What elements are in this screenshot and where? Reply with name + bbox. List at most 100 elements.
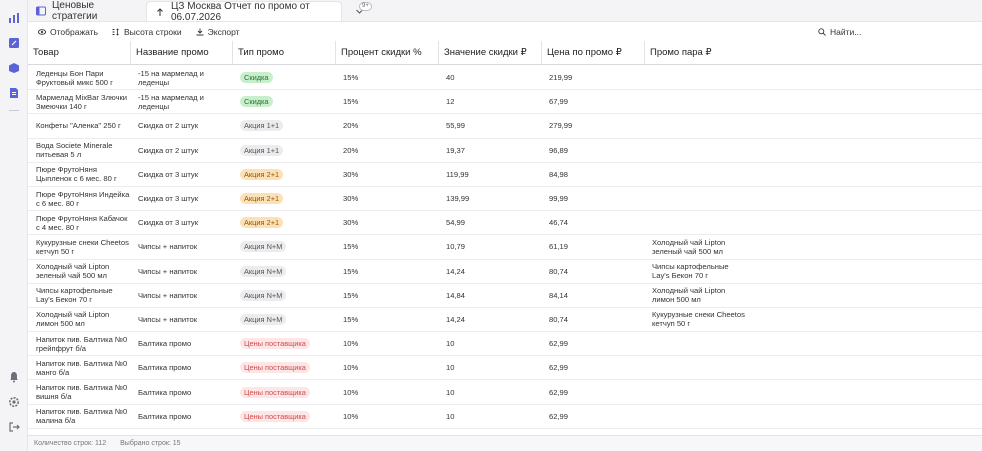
cell-product[interactable]: Холодный чай Lipton лимон 500 мл	[28, 310, 130, 328]
cell-product[interactable]: Чипсы картофельные Lay's Бекон 70 г	[28, 286, 130, 304]
tab-price-strategies[interactable]: Ценовые стратегии	[28, 0, 146, 22]
table-row[interactable]: Вода Societe Minerale питьевая 5 л Скидка…	[28, 139, 982, 163]
cell-discount-percent[interactable]: 15%	[335, 97, 438, 106]
cell-promo-type[interactable]: Цены поставщика	[232, 338, 335, 350]
cell-promo-price[interactable]: 80,74	[541, 267, 644, 276]
table-row[interactable]: Напиток пив. Балтика №0 малина б/а Балтик…	[28, 405, 982, 429]
box-icon[interactable]	[6, 60, 22, 76]
cell-discount-percent[interactable]: 15%	[335, 267, 438, 276]
cell-promo-price[interactable]: 99,99	[541, 194, 644, 203]
cell-discount-value[interactable]: 10,79	[438, 242, 541, 251]
cell-product[interactable]: Вода Societe Minerale питьевая 5 л	[28, 141, 130, 159]
cell-promo-price[interactable]: 219,99	[541, 73, 644, 82]
edit-icon[interactable]	[6, 35, 22, 51]
cell-discount-percent[interactable]: 10%	[335, 363, 438, 372]
cell-promo-pair[interactable]: Холодный чай Lipton зеленый чай 500 мл	[644, 238, 747, 256]
settings-icon[interactable]	[6, 394, 22, 410]
cell-product[interactable]: Холодный чай Lipton зеленый чай 500 мл	[28, 262, 130, 280]
cell-discount-percent[interactable]: 20%	[335, 121, 438, 130]
cell-discount-percent[interactable]: 10%	[335, 412, 438, 421]
cell-product[interactable]: Леденцы Бон Пари Фруктовый микс 500 г	[28, 69, 130, 87]
cell-promo-name[interactable]: Балтика промо	[130, 412, 232, 421]
cell-promo-pair[interactable]: Чипсы картофельные Lay's Бекон 70 г	[644, 262, 747, 280]
cell-promo-name[interactable]: Балтика промо	[130, 363, 232, 372]
cell-promo-name[interactable]: Балтика промо	[130, 388, 232, 397]
cell-product[interactable]: Напиток пив. Балтика №0 манго б/а	[28, 359, 130, 377]
cell-promo-type[interactable]: Акция 2+1	[232, 217, 335, 229]
row-height-button[interactable]: Высота строки	[112, 27, 182, 37]
table-row[interactable]: Леденцы Бон Пари Фруктовый микс 500 г -15…	[28, 66, 982, 91]
cell-discount-value[interactable]: 14,24	[438, 315, 541, 324]
cell-discount-value[interactable]: 10	[438, 363, 541, 372]
cell-promo-type[interactable]: Цены поставщика	[232, 362, 335, 374]
cell-promo-price[interactable]: 62,99	[541, 363, 644, 372]
cell-discount-value[interactable]: 54,99	[438, 218, 541, 227]
cell-discount-percent[interactable]: 10%	[335, 388, 438, 397]
cell-discount-percent[interactable]: 20%	[335, 146, 438, 155]
table-row[interactable]: Напиток пив. Балтика №0 манго б/а Балтика…	[28, 356, 982, 381]
cell-discount-percent[interactable]: 15%	[335, 242, 438, 251]
table-row[interactable]: Пюре ФрутоНяня Цыпленок с 6 мес. 80 г Ски…	[28, 163, 982, 187]
cell-product[interactable]: Кукурузные снеки Cheetos кетчуп 50 г	[28, 238, 130, 256]
cell-promo-price[interactable]: 96,89	[541, 146, 644, 155]
cell-promo-name[interactable]: Скидка от 2 штук	[130, 146, 232, 155]
table-row[interactable]: Напиток пив. Балтика №0 вишня б/а Балтика…	[28, 380, 982, 405]
table-row[interactable]: Кукурузные снеки Cheetos кетчуп 50 г Чипс…	[28, 235, 982, 260]
cell-promo-type[interactable]: Акция N+M	[232, 241, 335, 253]
column-header-discount-value[interactable]: Значение скидки ₽	[438, 40, 541, 65]
cell-discount-percent[interactable]: 10%	[335, 339, 438, 348]
cell-product[interactable]: Напиток пив. Балтика №0 грейпфрут б/а	[28, 335, 130, 353]
cell-promo-name[interactable]: Чипсы + напиток	[130, 315, 232, 324]
tab-promo-report[interactable]: ЦЗ Москва Отчет по промо от 06.07.2026	[146, 1, 342, 23]
table-row[interactable]: Холодный чай Lipton зеленый чай 500 мл Чи…	[28, 260, 982, 284]
cell-promo-name[interactable]: Чипсы + напиток	[130, 242, 232, 251]
cell-promo-name[interactable]: -15 на мармелад и леденцы	[130, 69, 232, 87]
cell-promo-type[interactable]: Скидка	[232, 96, 335, 108]
cell-promo-type[interactable]: Скидка	[232, 72, 335, 84]
cell-product[interactable]: Мармелад MixBar Злючки Змеючки 140 г	[28, 93, 130, 111]
cell-discount-percent[interactable]: 30%	[335, 218, 438, 227]
cell-promo-price[interactable]: 84,98	[541, 170, 644, 179]
cell-promo-price[interactable]: 46,74	[541, 218, 644, 227]
cell-promo-name[interactable]: Скидка от 3 штук	[130, 218, 232, 227]
bell-icon[interactable]	[6, 369, 22, 385]
cell-product[interactable]: Пюре ФрутоНяня Цыпленок с 6 мес. 80 г	[28, 165, 130, 183]
cell-product[interactable]: Пюре ФрутоНяня Индейка с 6 мес. 80 г	[28, 190, 130, 208]
cell-discount-percent[interactable]: 15%	[335, 291, 438, 300]
cell-discount-value[interactable]: 55,99	[438, 121, 541, 130]
table-row[interactable]: Конфеты "Аленка" 250 г Скидка от 2 штук Ак…	[28, 114, 982, 139]
cell-promo-price[interactable]: 84,14	[541, 291, 644, 300]
cell-promo-type[interactable]: Акция N+M	[232, 313, 335, 325]
cell-discount-value[interactable]: 14,24	[438, 267, 541, 276]
cell-promo-price[interactable]: 62,99	[541, 339, 644, 348]
cell-discount-value[interactable]: 10	[438, 339, 541, 348]
bar-chart-icon[interactable]	[6, 10, 22, 26]
cell-discount-value[interactable]: 119,99	[438, 170, 541, 179]
cell-discount-value[interactable]: 139,99	[438, 194, 541, 203]
table-row[interactable]: Напиток пив. Балтика №0 грейпфрут б/а Бал…	[28, 332, 982, 357]
search-input[interactable]: Найти...	[814, 24, 974, 39]
cell-promo-name[interactable]: Скидка от 3 штук	[130, 170, 232, 179]
cell-discount-value[interactable]: 10	[438, 412, 541, 421]
cell-discount-value[interactable]: 19,37	[438, 146, 541, 155]
cell-promo-type[interactable]: Акция N+M	[232, 289, 335, 301]
tab-overflow-button[interactable]: 9+	[346, 1, 372, 21]
cell-promo-type[interactable]: Акция N+M	[232, 265, 335, 277]
cell-promo-type[interactable]: Акция 2+1	[232, 168, 335, 180]
cell-promo-name[interactable]: Чипсы + напиток	[130, 291, 232, 300]
cell-product[interactable]: Напиток пив. Балтика №0 вишня б/а	[28, 383, 130, 401]
cell-promo-price[interactable]: 279,99	[541, 121, 644, 130]
table-row[interactable]: Мармелад MixBar Злючки Змеючки 140 г -15 …	[28, 90, 982, 115]
cell-discount-percent[interactable]: 15%	[335, 73, 438, 82]
column-header-promo-pair[interactable]: Промо пара ₽	[644, 40, 747, 65]
table-row[interactable]: Пюре ФрутоНяня Индейка с 6 мес. 80 г Скид…	[28, 187, 982, 212]
cell-promo-pair[interactable]: Холодный чай Lipton лимон 500 мл	[644, 286, 747, 304]
document-icon[interactable]	[6, 85, 22, 101]
column-header-promo-name[interactable]: Название промо	[130, 40, 232, 65]
display-button[interactable]: Отображать	[38, 27, 98, 37]
cell-promo-type[interactable]: Цены поставщика	[232, 386, 335, 398]
column-header-promo-price[interactable]: Цена по промо ₽	[541, 40, 644, 65]
cell-promo-price[interactable]: 61,19	[541, 242, 644, 251]
cell-promo-price[interactable]: 67,99	[541, 97, 644, 106]
cell-discount-percent[interactable]: 30%	[335, 194, 438, 203]
